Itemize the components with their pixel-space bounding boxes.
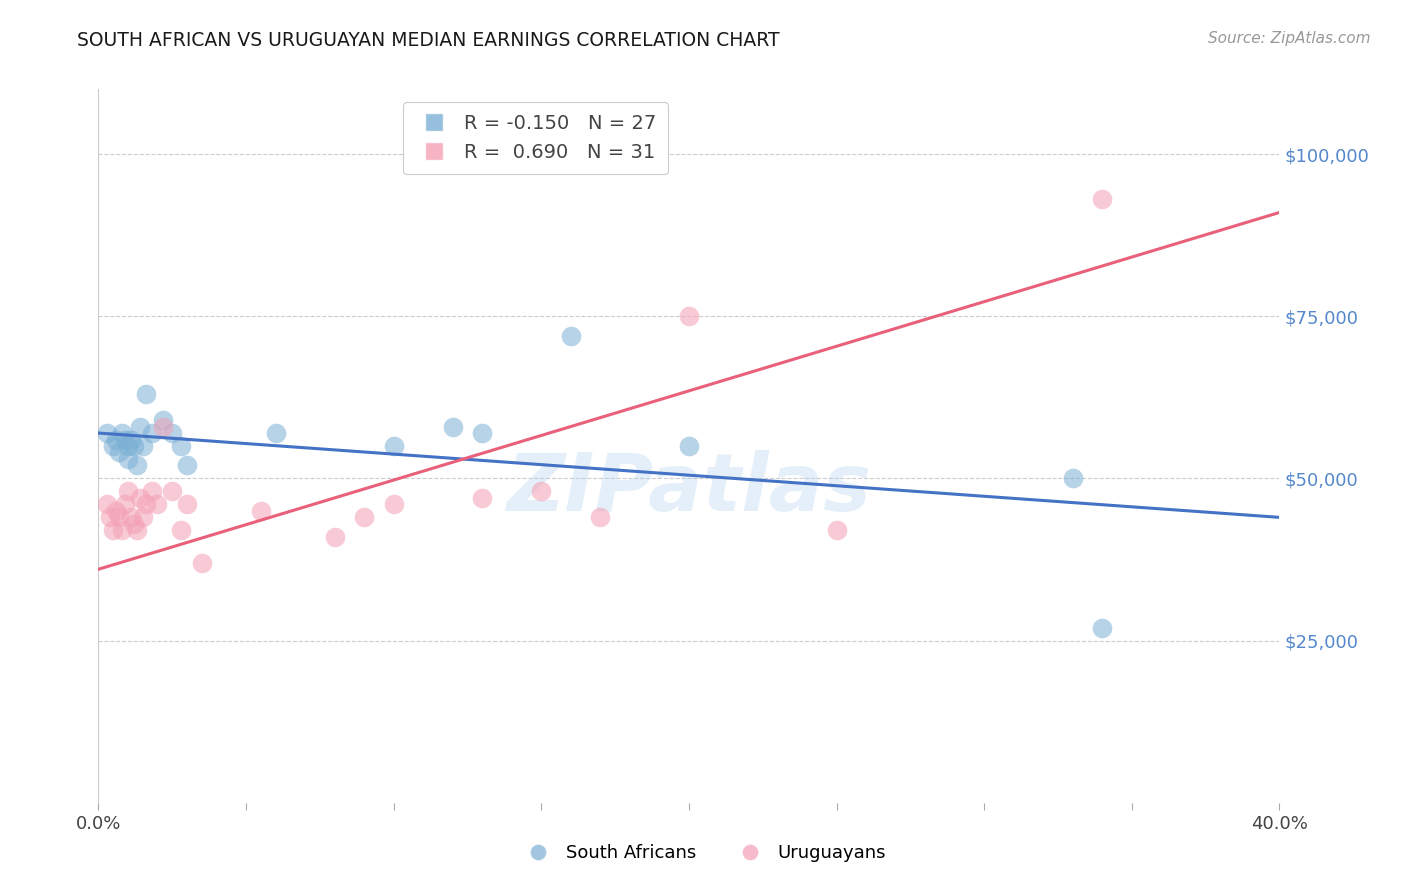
Point bbox=[108, 510, 131, 524]
Point bbox=[152, 413, 174, 427]
Point bbox=[132, 439, 155, 453]
Point bbox=[264, 425, 287, 440]
Point bbox=[111, 425, 134, 440]
Point bbox=[135, 497, 157, 511]
Point bbox=[560, 328, 582, 343]
Point bbox=[132, 510, 155, 524]
Point bbox=[105, 504, 128, 518]
Point bbox=[1091, 193, 1114, 207]
Text: ZIPatlas: ZIPatlas bbox=[506, 450, 872, 528]
Point bbox=[678, 439, 700, 453]
Point bbox=[96, 425, 118, 440]
Point bbox=[382, 497, 405, 511]
Point bbox=[135, 387, 157, 401]
Point bbox=[162, 484, 183, 499]
Point bbox=[96, 497, 118, 511]
Legend: South Africans, Uruguayans: South Africans, Uruguayans bbox=[513, 838, 893, 870]
Point bbox=[125, 458, 148, 473]
Point bbox=[105, 433, 128, 447]
Point bbox=[191, 556, 214, 570]
Point bbox=[114, 433, 136, 447]
Point bbox=[323, 530, 346, 544]
Point bbox=[122, 516, 145, 531]
Point bbox=[141, 484, 163, 499]
Point bbox=[1091, 621, 1114, 635]
Point bbox=[120, 433, 142, 447]
Point bbox=[176, 458, 198, 473]
Point bbox=[125, 524, 148, 538]
Point bbox=[471, 425, 494, 440]
Point bbox=[98, 510, 121, 524]
Point bbox=[117, 484, 139, 499]
Point bbox=[128, 419, 150, 434]
Text: Source: ZipAtlas.com: Source: ZipAtlas.com bbox=[1208, 31, 1371, 46]
Text: SOUTH AFRICAN VS URUGUAYAN MEDIAN EARNINGS CORRELATION CHART: SOUTH AFRICAN VS URUGUAYAN MEDIAN EARNIN… bbox=[77, 31, 780, 50]
Point bbox=[103, 524, 125, 538]
Point bbox=[120, 510, 142, 524]
Point bbox=[250, 504, 273, 518]
Point bbox=[471, 491, 494, 505]
Point bbox=[441, 419, 464, 434]
Point bbox=[114, 497, 136, 511]
Point bbox=[146, 497, 169, 511]
Point bbox=[589, 510, 612, 524]
Point bbox=[530, 484, 553, 499]
Point bbox=[170, 524, 193, 538]
Point bbox=[176, 497, 198, 511]
Point bbox=[108, 445, 131, 459]
Point bbox=[141, 425, 163, 440]
Point bbox=[825, 524, 848, 538]
Point bbox=[152, 419, 174, 434]
Point bbox=[678, 310, 700, 324]
Point bbox=[117, 452, 139, 467]
Point bbox=[117, 439, 139, 453]
Point bbox=[353, 510, 375, 524]
Point bbox=[1062, 471, 1084, 485]
Point bbox=[122, 439, 145, 453]
Point bbox=[162, 425, 183, 440]
Legend: R = -0.150   N = 27, R =  0.690   N = 31: R = -0.150 N = 27, R = 0.690 N = 31 bbox=[404, 103, 668, 174]
Point bbox=[128, 491, 150, 505]
Point bbox=[103, 439, 125, 453]
Point bbox=[170, 439, 193, 453]
Point bbox=[382, 439, 405, 453]
Point bbox=[111, 524, 134, 538]
